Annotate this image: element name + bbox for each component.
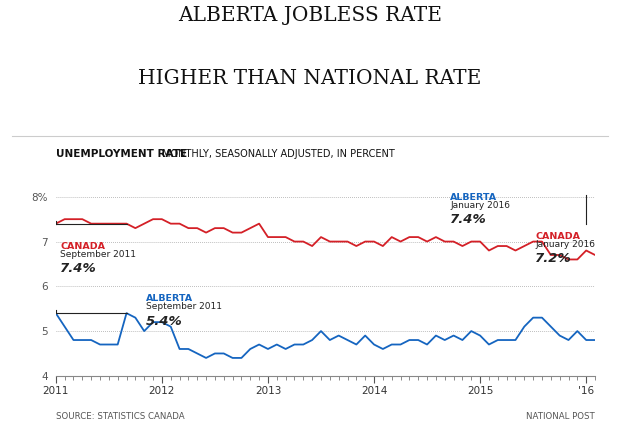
Text: 5.4%: 5.4% bbox=[146, 314, 183, 327]
Text: January 2016: January 2016 bbox=[450, 201, 510, 210]
Text: 7.2%: 7.2% bbox=[535, 252, 572, 265]
Text: ALBERTA JOBLESS RATE: ALBERTA JOBLESS RATE bbox=[178, 6, 442, 25]
Text: September 2011: September 2011 bbox=[60, 250, 136, 259]
Text: CANADA: CANADA bbox=[60, 241, 105, 251]
Text: UNEMPLOYMENT RATE: UNEMPLOYMENT RATE bbox=[56, 149, 187, 159]
Text: 7.4%: 7.4% bbox=[60, 262, 97, 275]
Text: NATIONAL POST: NATIONAL POST bbox=[526, 412, 595, 421]
Text: SOURCE: STATISTICS CANADA: SOURCE: STATISTICS CANADA bbox=[56, 412, 184, 421]
Text: HIGHER THAN NATIONAL RATE: HIGHER THAN NATIONAL RATE bbox=[138, 69, 482, 88]
Text: 7.4%: 7.4% bbox=[450, 213, 487, 226]
Text: September 2011: September 2011 bbox=[146, 302, 222, 311]
Text: CANADA: CANADA bbox=[535, 232, 580, 241]
Text: January 2016: January 2016 bbox=[535, 240, 595, 249]
Text: ALBERTA: ALBERTA bbox=[450, 193, 497, 202]
Text: ALBERTA: ALBERTA bbox=[146, 294, 193, 303]
Text: MONTHLY, SEASONALLY ADJUSTED, IN PERCENT: MONTHLY, SEASONALLY ADJUSTED, IN PERCENT bbox=[162, 149, 395, 159]
